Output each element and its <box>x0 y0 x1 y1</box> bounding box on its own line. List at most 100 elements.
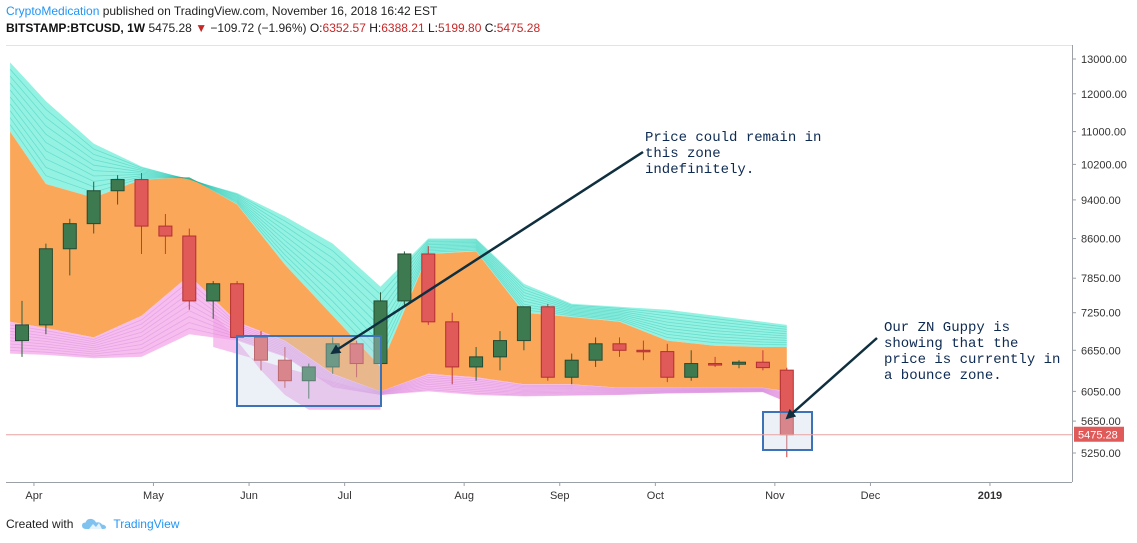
close-value: 5475.28 <box>496 21 541 35</box>
chart-header: CryptoMedication published on TradingVie… <box>6 3 540 37</box>
cloud-logo-icon <box>82 518 107 529</box>
high-value: 6388.21 <box>381 21 425 35</box>
price-change: −109.72 (−1.96%) <box>210 21 307 35</box>
candle-up <box>62 223 77 250</box>
price-tick-label: 12000.00 <box>1081 89 1127 101</box>
candle-down <box>230 283 245 338</box>
time-tick-label: Sep <box>550 490 570 502</box>
time-tick-label: May <box>143 490 164 502</box>
candle-up <box>15 324 29 342</box>
candle-down <box>134 179 149 227</box>
candle-up <box>301 366 316 382</box>
fast-guppy-band <box>10 275 787 403</box>
price-tick-label: 13000.00 <box>1081 54 1127 66</box>
open-label: O: <box>309 21 323 35</box>
annotation-text: a bounce zone. <box>884 368 1002 384</box>
price-tick-label: 10200.00 <box>1081 159 1127 171</box>
price-tick-label: 6650.00 <box>1081 345 1121 357</box>
price-tick-label: 6050.00 <box>1081 386 1121 398</box>
price-tick-label: 5250.00 <box>1081 448 1121 460</box>
annotation-arrow-1 <box>330 150 644 355</box>
low-value: 5199.80 <box>438 21 482 35</box>
ohlc-line: BITSTAMP:BTCUSD, 1W 5475.28 ▼ −109.72 (−… <box>6 20 540 37</box>
high-label: H: <box>369 21 382 35</box>
slow-guppy-band <box>10 62 787 367</box>
annotation-text: Our ZN Guppy is <box>884 320 1010 336</box>
time-axis-line <box>6 482 1072 483</box>
annotation-arrow-2 <box>785 337 878 420</box>
low-label: L: <box>427 21 438 35</box>
symbol-label: BITSTAMP:BTCUSD, 1W <box>6 21 146 35</box>
candle-up <box>38 248 53 326</box>
tradingview-brand-link[interactable]: TradingView <box>113 517 180 531</box>
footer: Created with TradingView <box>6 517 179 531</box>
annotation-text: price is currently in <box>884 352 1060 368</box>
annotation-text: this zone <box>645 146 721 162</box>
candle-down <box>182 235 197 302</box>
axes: 13000.00 12000.00 11000.00 10200.00 9400.00 8… <box>6 45 1127 502</box>
candle-down <box>755 361 770 369</box>
guppy-bands <box>9 62 787 410</box>
candle-down <box>612 343 627 351</box>
plot-top-border <box>6 45 1072 46</box>
candle-up <box>732 361 746 365</box>
close-label: C: <box>484 21 497 35</box>
fast-ribbon-line <box>10 327 787 402</box>
candle-down <box>540 306 555 378</box>
candle-down <box>636 349 651 353</box>
down-triangle-icon: ▼ <box>195 21 208 35</box>
last-price: 5475.28 <box>148 21 192 35</box>
fast-ribbon-line <box>10 286 787 394</box>
candle-up <box>206 283 221 302</box>
last-price-label: 5475.28 <box>1078 430 1118 442</box>
pink-guppy-spike <box>213 312 381 410</box>
candle-down <box>158 225 173 237</box>
candle-up <box>588 343 603 361</box>
fast-ribbon-line <box>10 292 787 395</box>
candle-down <box>254 336 268 361</box>
annotation-text: showing that the <box>884 336 1018 352</box>
fast-ribbon-line <box>10 322 787 401</box>
candle-up <box>86 190 101 225</box>
time-tick-label: Jun <box>240 490 258 502</box>
annotation-text: Price could remain in <box>645 130 821 146</box>
time-tick-label: 2019 <box>978 490 1002 502</box>
fast-ribbon-line <box>10 304 787 398</box>
time-tick-label: Nov <box>765 490 785 502</box>
candle-down <box>277 359 292 382</box>
publish-line: CryptoMedication published on TradingVie… <box>6 3 540 20</box>
fast-ribbon-line <box>10 298 787 397</box>
price-tick-label: 11000.00 <box>1081 127 1126 139</box>
price-tick-label: 7850.00 <box>1081 273 1121 285</box>
price-axis-line <box>1072 45 1073 482</box>
price-tick-label: 5650.00 <box>1081 416 1121 428</box>
price-tick-label: 7250.00 <box>1081 308 1121 320</box>
time-tick-label: Oct <box>647 490 664 502</box>
fast-ribbon-line <box>10 316 787 400</box>
time-tick-label: Dec <box>861 490 881 502</box>
price-tick-label: 9400.00 <box>1081 195 1121 207</box>
candle-up <box>684 363 699 378</box>
candle-down <box>349 343 364 365</box>
candle-up <box>397 253 412 302</box>
consolidation-zone-box <box>236 335 382 407</box>
candle-down <box>660 351 675 378</box>
candle-down <box>445 321 460 368</box>
candle-up <box>516 306 531 342</box>
candle-down <box>708 363 723 366</box>
time-tick-label: Aug <box>454 490 474 502</box>
orange-guppy-band <box>10 131 787 392</box>
open-value: 6352.57 <box>322 21 366 35</box>
candle-up <box>564 359 579 378</box>
candlesticks <box>15 173 794 458</box>
fast-ribbon-line <box>10 280 787 393</box>
author-link[interactable]: CryptoMedication <box>6 4 100 18</box>
created-with-text: Created with <box>6 517 74 531</box>
time-tick-label: Jul <box>338 490 352 502</box>
last-price-badge <box>1074 426 1124 442</box>
time-tick-label: Apr <box>25 490 42 502</box>
price-tick-label: 8600.00 <box>1081 234 1121 246</box>
published-text: published on TradingView.com, November 1… <box>99 4 438 18</box>
